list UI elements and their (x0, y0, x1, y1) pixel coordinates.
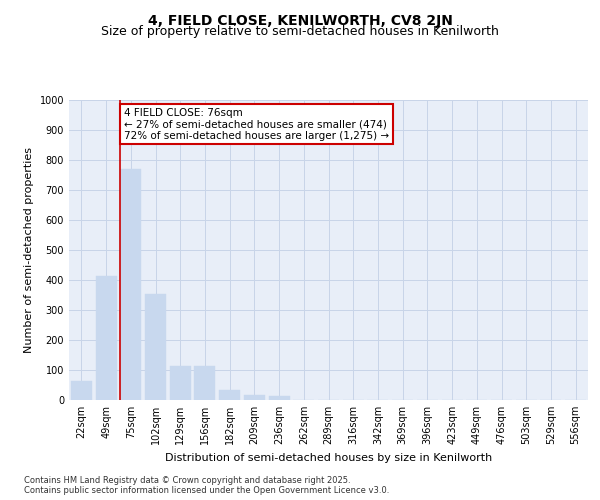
Bar (120, 169, 141, 400)
Bar (194, 366, 215, 400)
Bar (145, 294, 166, 400)
Bar (95, 276, 116, 400)
Text: Contains HM Land Registry data © Crown copyright and database right 2025.
Contai: Contains HM Land Registry data © Crown c… (24, 476, 389, 495)
X-axis label: Distribution of semi-detached houses by size in Kenilworth: Distribution of semi-detached houses by … (165, 452, 492, 462)
Bar (269, 396, 290, 400)
Y-axis label: Number of semi-detached properties: Number of semi-detached properties (24, 147, 34, 353)
Bar (170, 366, 191, 400)
Bar (244, 394, 265, 400)
Text: 4 FIELD CLOSE: 76sqm
← 27% of semi-detached houses are smaller (474)
72% of semi: 4 FIELD CLOSE: 76sqm ← 27% of semi-detac… (124, 108, 389, 140)
Bar (71, 382, 92, 400)
Text: 4, FIELD CLOSE, KENILWORTH, CV8 2JN: 4, FIELD CLOSE, KENILWORTH, CV8 2JN (148, 14, 452, 28)
Bar (219, 390, 240, 400)
Text: Size of property relative to semi-detached houses in Kenilworth: Size of property relative to semi-detach… (101, 25, 499, 38)
